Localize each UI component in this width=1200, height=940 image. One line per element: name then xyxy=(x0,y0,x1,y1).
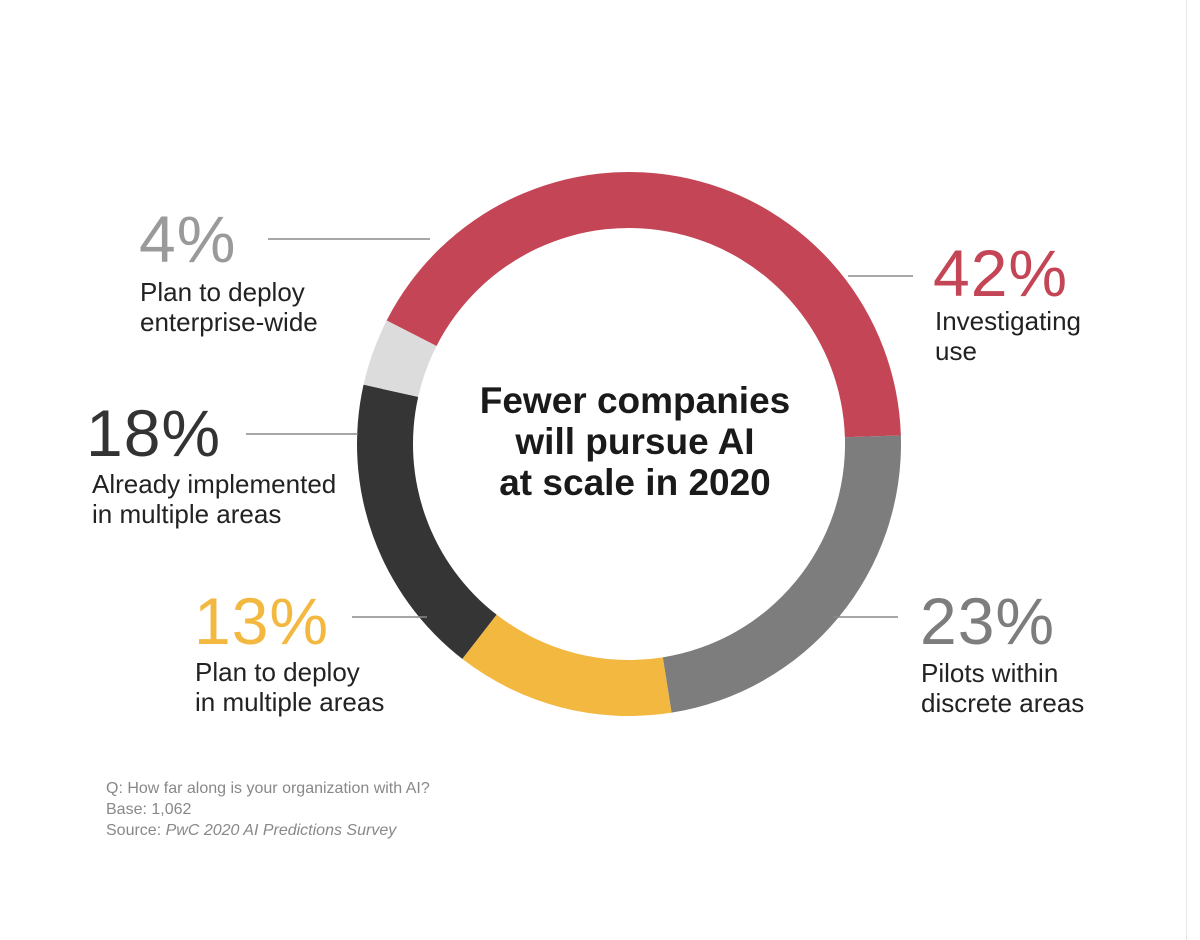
slice-label-plan-multiple-line-1: Plan to deploy xyxy=(195,657,360,687)
chart-title-line-3: at scale in 2020 xyxy=(499,462,771,503)
slice-percent-enterprise-wide: 4% xyxy=(139,202,237,276)
donut-slice-already-implemented xyxy=(356,384,497,659)
donut-slice-pilots xyxy=(662,435,901,713)
slice-label-plan-multiple: Plan to deploy in multiple areas xyxy=(195,657,384,717)
footer-base: Base: 1,062 xyxy=(106,801,192,818)
slice-percent-investigating: 42% xyxy=(933,236,1069,310)
slice-label-pilots-line-2: discrete areas xyxy=(921,688,1085,718)
slice-label-investigating-line-1: Investigating xyxy=(935,306,1081,336)
footer-source: Source: PwC 2020 AI Predictions Survey xyxy=(106,820,396,841)
slice-label-already-implemented: Already implemented in multiple areas xyxy=(92,469,336,529)
slice-label-pilots-line-1: Pilots within xyxy=(921,658,1059,688)
chart-title: Fewer companies will pursue AI at scale … xyxy=(470,380,800,503)
slice-label-enterprise-wide-line-2: enterprise-wide xyxy=(140,307,318,337)
slice-percent-already-implemented: 18% xyxy=(86,396,222,470)
donut-slice-enterprise-wide xyxy=(363,320,437,397)
chart-title-line-1: Fewer companies xyxy=(479,380,791,421)
slice-label-enterprise-wide: Plan to deploy enterprise-wide xyxy=(140,277,318,337)
footer-source-name: PwC 2020 AI Predictions Survey xyxy=(165,822,397,839)
slice-percent-pilots: 23% xyxy=(920,584,1056,658)
slice-label-pilots: Pilots within discrete areas xyxy=(921,658,1084,718)
slice-label-investigating-line-2: use xyxy=(935,336,977,366)
slice-label-already-implemented-line-2: in multiple areas xyxy=(92,499,282,529)
footer-question: Q: How far along is your organization wi… xyxy=(106,780,430,797)
page-edge-divider xyxy=(1186,0,1187,940)
chart-title-line-2: will pursue AI xyxy=(515,421,755,462)
slice-percent-plan-multiple: 13% xyxy=(194,584,330,658)
donut-slice-plan-multiple xyxy=(462,614,672,716)
slice-label-enterprise-wide-line-1: Plan to deploy xyxy=(140,277,305,307)
donut-slice-investigating xyxy=(386,172,901,438)
slice-label-investigating: Investigating use xyxy=(935,306,1081,366)
footer-source-prefix: Source: xyxy=(106,822,166,839)
slice-label-plan-multiple-line-2: in multiple areas xyxy=(195,687,385,717)
slice-label-already-implemented-line-1: Already implemented xyxy=(92,469,337,499)
